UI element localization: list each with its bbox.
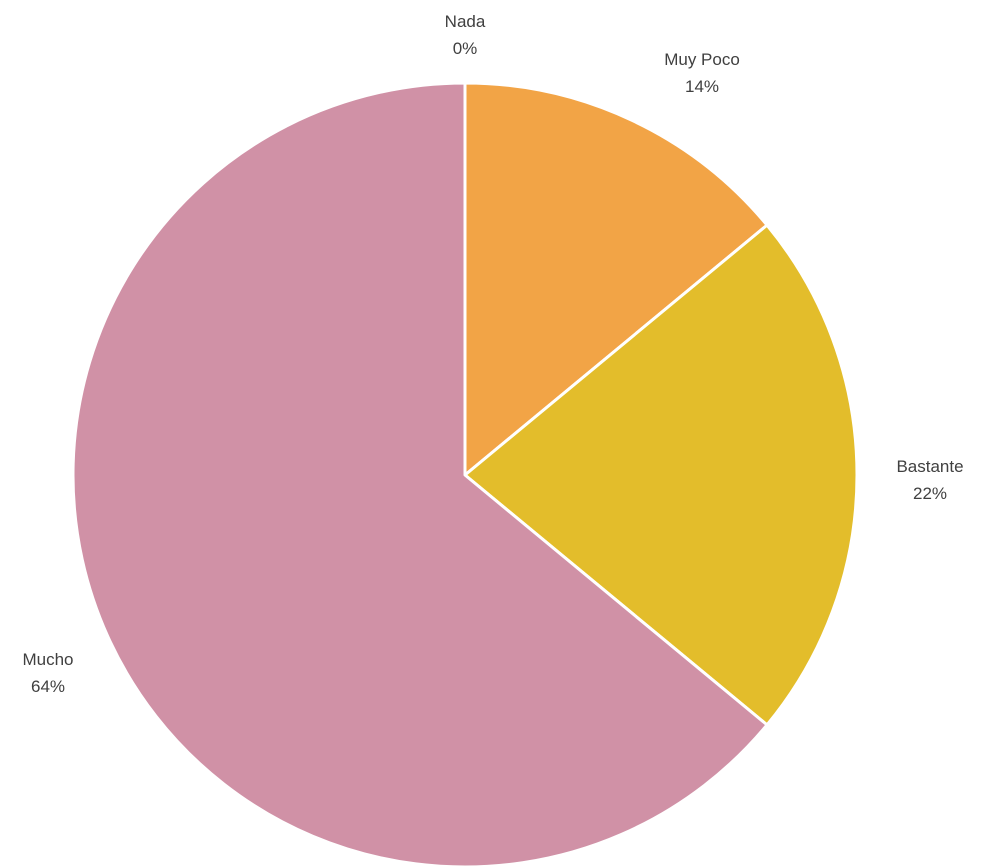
slice-label-muy-poco: Muy Poco 14%	[664, 50, 740, 96]
pie-slice-muy-poco	[463, 81, 769, 477]
slice-label-nada: Nada 0%	[445, 12, 486, 58]
slice-label-bastante: Bastante 22%	[896, 457, 963, 503]
slice-category-mucho: Mucho	[22, 650, 73, 669]
slice-percent-bastante: 22%	[913, 484, 947, 503]
slice-percent-nada: 0%	[453, 39, 478, 58]
slice-label-mucho: Mucho 64%	[22, 650, 73, 696]
slice-percent-muy-poco: 14%	[685, 77, 719, 96]
pie-slice-bastante	[463, 223, 859, 727]
pie-slice-mucho	[71, 81, 769, 866]
pie-slices	[71, 81, 859, 866]
slice-category-nada: Nada	[445, 12, 486, 31]
slice-category-bastante: Bastante	[896, 457, 963, 476]
slice-category-muy-poco: Muy Poco	[664, 50, 740, 69]
slice-percent-mucho: 64%	[31, 677, 65, 696]
pie-labels: Nada 0% Muy Poco 14% Bastante 22% Mucho 64%	[22, 12, 963, 696]
